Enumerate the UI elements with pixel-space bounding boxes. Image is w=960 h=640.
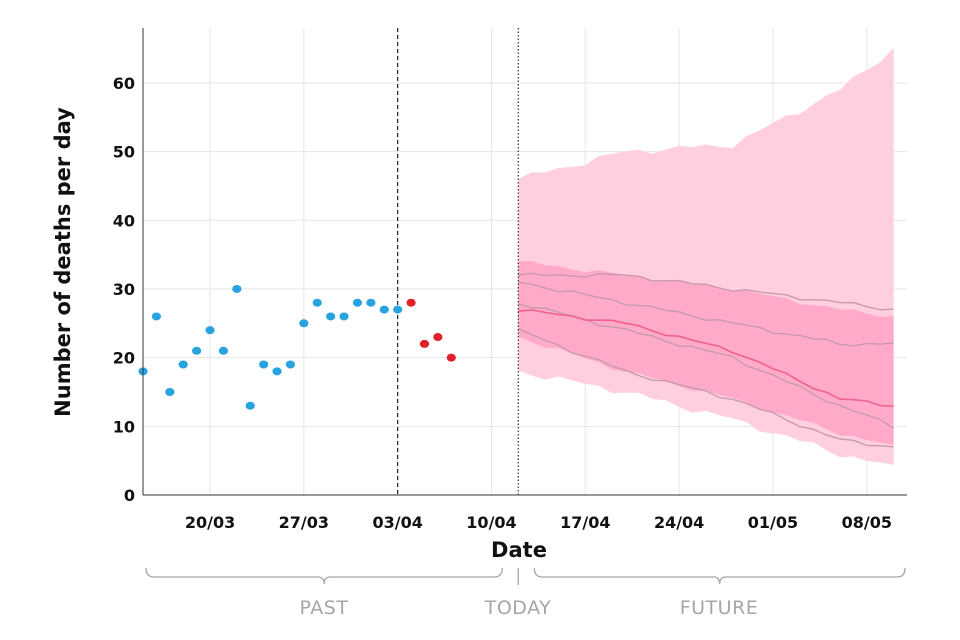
y-tick-label: 20	[113, 349, 135, 368]
recent-point	[433, 333, 443, 342]
recent-point	[419, 339, 430, 348]
quartile-line	[518, 281, 894, 347]
observed-point	[352, 298, 363, 307]
recent-point	[406, 298, 416, 307]
recent-point	[446, 353, 456, 362]
quartile-line	[518, 272, 894, 311]
observed-point	[205, 326, 215, 335]
quartile-line	[518, 328, 894, 448]
observed-point	[312, 298, 322, 307]
tick-labels: 0 10 20 30 40 50 60 20/03 27/03 03/04 10/04 17/04 24…	[113, 74, 892, 532]
observed-point	[178, 360, 188, 369]
x-tick-label: 20/03	[185, 513, 235, 532]
x-tick-label: 01/05	[748, 513, 798, 532]
observed-point	[165, 387, 175, 396]
past-brace	[145, 567, 503, 585]
x-tick-label: 03/04	[372, 513, 422, 532]
x-tick-label: 17/04	[560, 513, 610, 532]
forecast-bands	[518, 47, 894, 465]
observed-point	[259, 360, 269, 369]
x-tick-label: 10/04	[466, 513, 516, 532]
observed-point	[272, 367, 282, 376]
observed-point	[218, 346, 229, 355]
observed-point	[232, 284, 242, 293]
y-tick-label: 0	[124, 486, 135, 505]
date-markers	[397, 28, 519, 495]
y-tick-label: 30	[113, 280, 135, 299]
inner-band	[518, 261, 894, 446]
past-label: PAST	[300, 597, 349, 619]
y-tick-label: 50	[113, 143, 135, 162]
forecast-lines	[518, 272, 894, 448]
future-label: FUTURE	[680, 597, 759, 619]
x-tick-label: 08/05	[842, 513, 892, 532]
x-tick-label: 27/03	[279, 513, 329, 532]
x-axis-title: Date	[491, 538, 547, 562]
median-line	[518, 309, 894, 407]
observed-point	[366, 298, 376, 307]
data-points	[138, 284, 456, 410]
observed-point	[379, 305, 389, 314]
observed-point	[285, 360, 296, 369]
future-brace	[533, 567, 906, 585]
observed-point	[299, 319, 309, 328]
observed-point	[151, 312, 162, 321]
y-axis-title: Number of deaths per day	[51, 107, 75, 417]
y-tick-label: 10	[113, 417, 135, 436]
observed-point	[192, 346, 202, 355]
axes	[142, 28, 907, 496]
period-braces	[145, 567, 906, 585]
observed-point	[339, 312, 349, 321]
observed-point	[245, 401, 255, 410]
x-tick-label: 24/04	[654, 513, 704, 532]
y-tick-label: 40	[113, 211, 135, 230]
observed-point	[326, 312, 336, 321]
today-label: TODAY	[484, 597, 552, 619]
y-tick-label: 60	[113, 74, 135, 93]
observed-point	[393, 305, 403, 314]
